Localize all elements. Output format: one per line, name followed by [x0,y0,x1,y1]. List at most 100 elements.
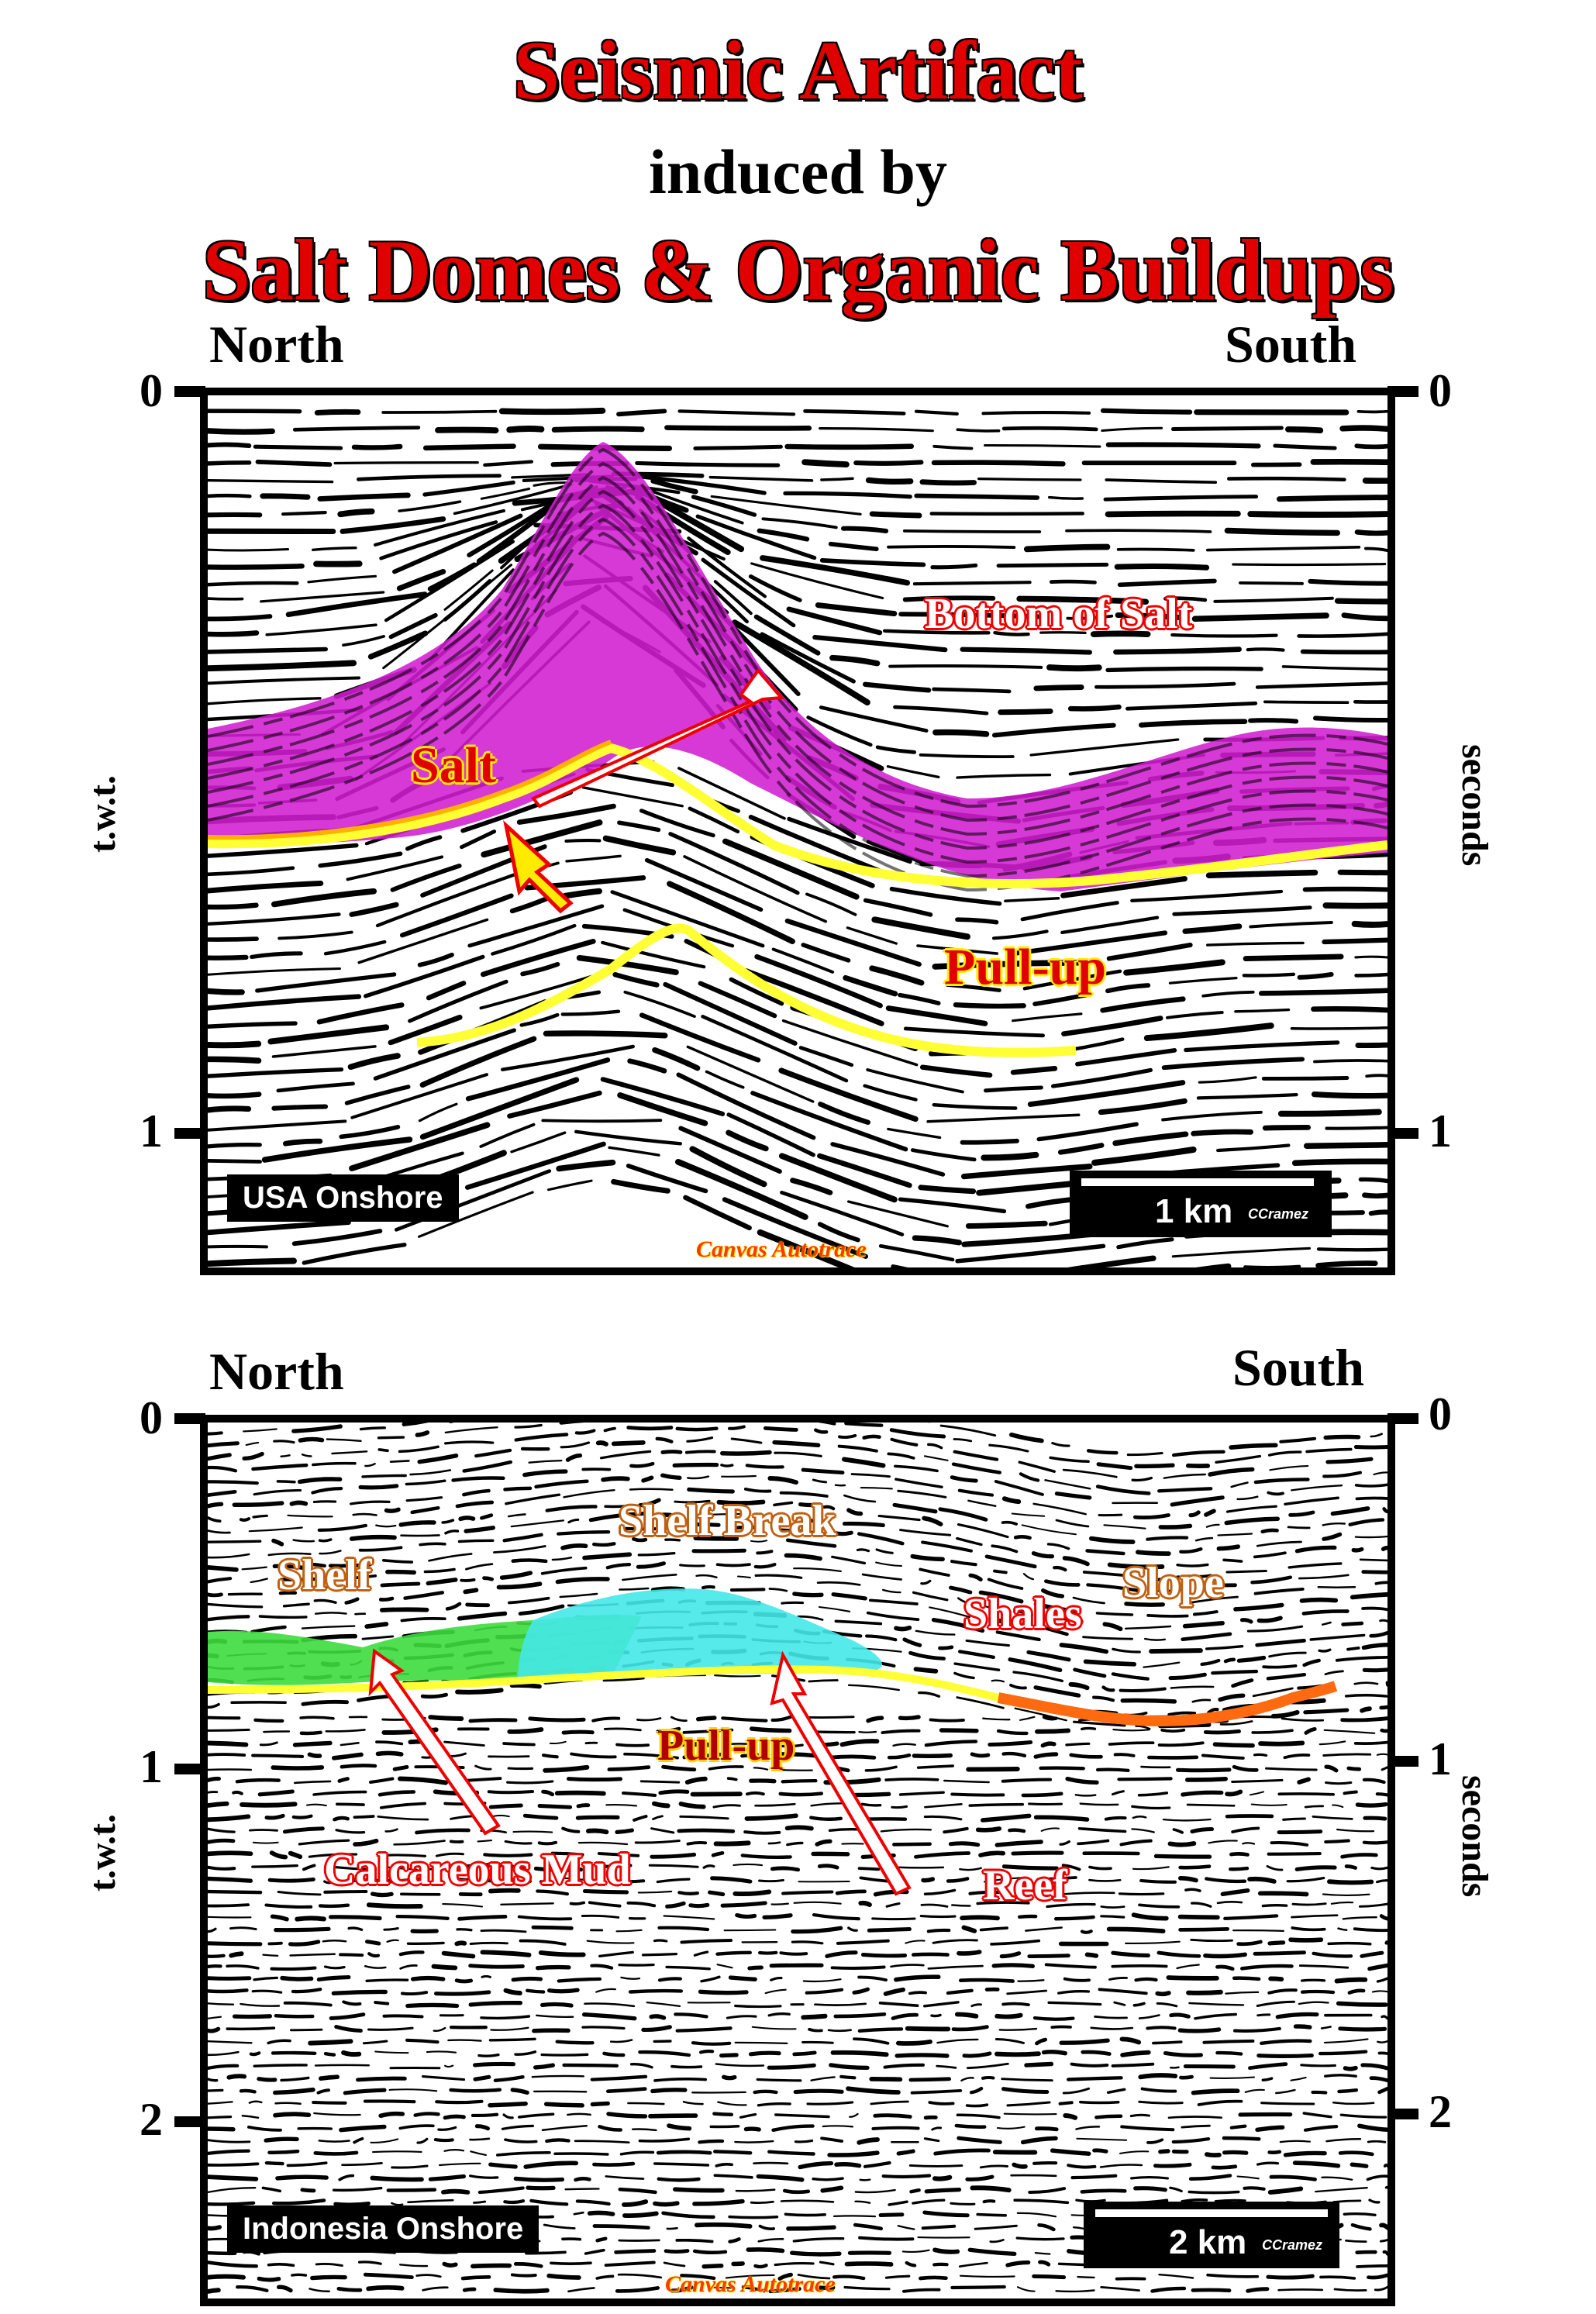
seismic-reflector [1076,2137,1128,2141]
seismic-reflector [844,1423,884,1427]
seismic-reflector [1319,1740,1346,1746]
seismic-reflector [488,2162,518,2169]
seismic-reflector [1261,1904,1288,1908]
seismic-reflector [957,1597,973,1605]
seismic-reflector [292,1740,333,1747]
seismic-reflector [1040,1827,1060,1832]
seismic-reflector [957,1950,982,1956]
seismic-reflector [797,1615,824,1621]
seismic-reflector [1256,2161,1280,2166]
seismic-reflector [701,557,796,628]
seismic-reflector [774,2262,815,2267]
seismic-reflector [667,2123,692,2131]
seismic-reflector [253,2064,308,2067]
seismic-reflector [646,2001,681,2008]
seismic-reflector [595,2274,615,2280]
seismic-reflector [958,2261,988,2268]
seismic-reflector [559,1592,598,1598]
seismic-reflector [817,1864,839,1870]
seismic-reflector [610,890,765,948]
seismic-reflector [921,2224,957,2230]
seismic-reflector [1118,1892,1165,1896]
seismic-reflector [1075,2126,1101,2130]
seismic-reflector [639,1780,681,1784]
seismic-reflector [954,2123,987,2129]
seismic-reflector [720,1901,767,1908]
seismic-reflector [677,409,796,416]
seismic-reflector [518,1604,565,1616]
seismic-reflector [933,2148,991,2156]
seismic-reflector [517,2112,555,2119]
seismic-reflector [839,2074,857,2080]
seismic-reflector [953,1671,975,1680]
seismic-reflector [1081,2050,1112,2056]
seismic-reflector [945,982,1001,992]
seismic-reflector [1222,1558,1243,1563]
seismic-reflector [538,1950,586,1957]
shelf-break-label: Shelf Break [619,1497,836,1545]
seismic-reflector [506,1864,530,1871]
seismic-reflector [1158,1523,1193,1529]
seismic-reflector [728,1975,757,1981]
seismic-reflector [1177,2027,1222,2033]
seismic-reflector [581,2026,626,2030]
seismic-reflector [617,1092,708,1126]
seismic-reflector [1325,1126,1387,1130]
seismic-reflector [1172,905,1312,916]
seismic-reflector [251,1463,309,1471]
seismic-reflector [958,1650,995,1659]
seismic-reflector [280,2076,310,2082]
seismic-reflector [1004,896,1060,903]
seismic-reflector [893,705,989,716]
seismic-reflector [1243,2186,1266,2191]
seismic-reflector [798,2161,834,2170]
seismic-reflector [208,2162,260,2167]
seismic-reflector [767,2063,816,2070]
seismic-reflector [415,1828,471,1835]
seismic-reflector [960,2274,1015,2278]
seismic-reflector [373,1028,516,1081]
seismic-reflector [1305,1447,1353,1454]
seismic-reflector [391,2202,404,2206]
seismic-reflector [909,2188,921,2194]
seismic-reflector [434,1990,491,1996]
seismic-reflector [1153,1854,1212,1859]
bottom-tickmark-right-1 [1387,1756,1418,1767]
seismic-reflector [784,1553,822,1561]
seismic-reflector [1267,1491,1284,1496]
seismic-reflector [1179,1547,1203,1554]
seismic-reflector [310,2274,347,2281]
seismic-reflector [863,898,933,917]
seismic-reflector [989,1618,1022,1627]
seismic-reflector [208,1876,253,1883]
seismic-reflector [1055,1519,1090,1528]
seismic-reflector [1073,1667,1107,1678]
seismic-reflector [565,1453,583,1462]
seismic-reflector [528,1716,586,1723]
seismic-reflector [1083,1659,1137,1667]
bottom-tick-right-0: 0 [1429,1388,1452,1440]
seismic-reflector [507,1727,544,1734]
seismic-reflector [1014,1707,1067,1722]
seismic-reflector [208,1056,262,1064]
seismic-reflector [622,2211,659,2218]
seismic-reflector [984,1085,1043,1093]
seismic-reflector [419,1542,446,1547]
seismic-reflector [989,2239,1005,2243]
seismic-reflector [1232,1929,1284,1932]
seismic-reflector [1035,2126,1059,2132]
seismic-reflector [930,563,978,570]
seismic-reflector [1017,1979,1045,1982]
seismic-reflector [1013,1610,1034,1616]
seismic-reflector [255,972,397,993]
seismic-reflector [777,2272,793,2281]
seismic-reflector [1081,1726,1097,1731]
seismic-reflector [1025,1926,1063,1932]
seismic-reflector [581,2012,637,2021]
seismic-reflector [912,1591,949,1602]
seismic-reflector [1107,1562,1165,1570]
seismic-reflector [208,564,305,571]
seismic-reflector [317,492,411,502]
seismic-reflector [443,2149,465,2152]
seismic-reflector [757,2102,791,2107]
